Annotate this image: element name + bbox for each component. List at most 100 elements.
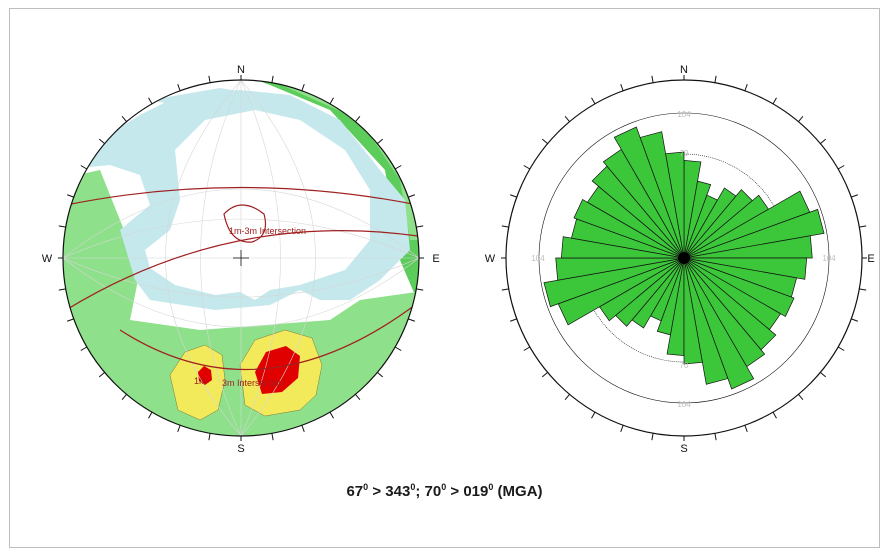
- rose-ring-outer: [538, 112, 830, 404]
- tick-mark: [651, 433, 654, 441]
- tick-mark: [98, 372, 105, 378]
- tick-mark: [66, 318, 74, 322]
- tick-mark: [408, 194, 416, 198]
- tick-mark: [416, 225, 424, 228]
- tick-mark: [564, 394, 570, 401]
- tick-mark: [620, 425, 624, 433]
- tick-mark: [591, 411, 596, 419]
- contour-fills: [63, 80, 419, 436]
- tick-mark: [148, 411, 153, 419]
- tick-mark: [523, 165, 531, 170]
- tick-mark: [744, 83, 748, 91]
- tick-mark: [271, 75, 274, 83]
- tick-mark: [541, 372, 548, 378]
- compass-n-right: N: [680, 64, 688, 76]
- tick-mark: [329, 411, 334, 419]
- tick-mark: [714, 75, 717, 83]
- tick-mark: [837, 165, 845, 170]
- tick-mark: [80, 165, 88, 170]
- caption-suffix: (MGA): [497, 483, 543, 500]
- stereonet: 1m-3m Intersection 1m 3m Intersection N …: [42, 64, 440, 455]
- tick-mark: [820, 372, 827, 378]
- rose-bar: [683, 257, 703, 365]
- tick-mark: [620, 83, 624, 91]
- tick-mark: [377, 372, 384, 378]
- tick-mark: [208, 75, 211, 83]
- tick-mark: [98, 138, 105, 144]
- tick-mark: [523, 346, 531, 351]
- tick-mark: [58, 288, 66, 291]
- tick-mark: [851, 318, 859, 322]
- rose-ring-label-right: 104: [822, 254, 836, 263]
- caption-dip-2: 70: [424, 483, 442, 500]
- rose-diagram: 104 70 70 104 104 104 N S E W: [485, 64, 875, 455]
- tick-mark: [798, 115, 804, 122]
- tick-mark: [408, 318, 416, 322]
- compass-s-right: S: [680, 443, 687, 455]
- tick-mark: [66, 194, 74, 198]
- tick-mark: [355, 115, 361, 122]
- compass-e-right: E: [867, 253, 874, 265]
- tick-mark: [121, 115, 127, 122]
- tick-mark: [501, 288, 509, 291]
- figure-caption: 670 > 3430; 700 > 0190 (MGA): [346, 482, 543, 500]
- tick-mark: [541, 138, 548, 144]
- rose-ring-label-top-outer: 104: [677, 110, 691, 119]
- caption-dip-1: 67: [346, 483, 364, 500]
- tick-mark: [394, 346, 402, 351]
- rose-bars: [543, 126, 825, 390]
- contour-red-1: [198, 366, 212, 385]
- annotation-1m: 1m: [194, 376, 207, 386]
- tick-mark: [509, 194, 517, 198]
- tick-mark: [591, 97, 596, 105]
- tick-mark: [148, 97, 153, 105]
- tick-mark: [329, 97, 334, 105]
- tick-mark: [509, 318, 517, 322]
- tick-mark: [859, 225, 867, 228]
- rose-ring-label-bottom-inner: 70: [680, 361, 689, 370]
- compass-e-left: E: [432, 253, 439, 265]
- rose-ticks: [501, 75, 867, 441]
- annotation-intersection-3m: 3m Intersection: [222, 378, 284, 388]
- tick-mark: [301, 83, 305, 91]
- tick-mark: [851, 194, 859, 198]
- tick-mark: [798, 394, 804, 401]
- tick-mark: [177, 83, 181, 91]
- compass-w-left: W: [42, 253, 53, 265]
- caption-dir-1: 343: [385, 483, 411, 500]
- tick-mark: [820, 138, 827, 144]
- tick-mark: [394, 165, 402, 170]
- contour-yellow-1: [169, 344, 226, 421]
- tick-mark: [837, 346, 845, 351]
- tick-mark: [859, 288, 867, 291]
- tick-mark: [501, 225, 509, 228]
- rose-ring-label-bottom-outer: 104: [677, 400, 691, 409]
- contour-green: [63, 170, 419, 436]
- tick-mark: [564, 115, 570, 122]
- tick-mark: [177, 425, 181, 433]
- tick-mark: [355, 394, 361, 401]
- tick-mark: [377, 138, 384, 144]
- contour-red-2: [255, 346, 300, 394]
- rose-bar: [665, 151, 685, 259]
- annotation-intersection-1m3m: 1m-3m Intersection: [229, 226, 306, 236]
- tick-mark: [271, 433, 274, 441]
- tick-mark: [651, 75, 654, 83]
- tick-mark: [80, 346, 88, 351]
- tick-mark: [301, 425, 305, 433]
- tick-mark: [772, 411, 777, 419]
- tick-mark: [121, 394, 127, 401]
- tick-mark: [208, 433, 211, 441]
- tick-mark: [416, 288, 424, 291]
- rose-ring-label-top-inner: 70: [680, 149, 689, 158]
- rose-ring-label-left: 104: [531, 254, 545, 263]
- rose-centre: [678, 252, 690, 264]
- tick-mark: [58, 225, 66, 228]
- compass-n-left: N: [237, 64, 245, 76]
- tick-mark: [744, 425, 748, 433]
- tick-mark: [772, 97, 777, 105]
- contour-white: [145, 110, 370, 300]
- tick-mark: [714, 433, 717, 441]
- net-ticks: [58, 75, 424, 441]
